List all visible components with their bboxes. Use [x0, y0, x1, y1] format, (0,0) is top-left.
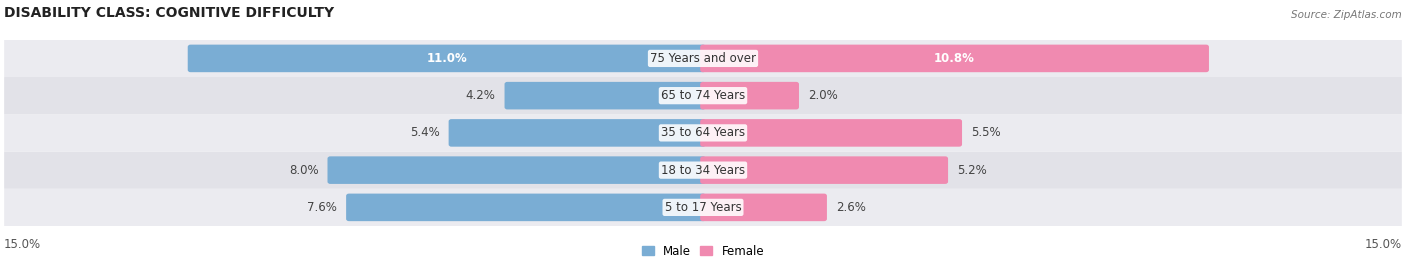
FancyBboxPatch shape — [700, 45, 1209, 72]
FancyBboxPatch shape — [700, 194, 827, 221]
Text: DISABILITY CLASS: COGNITIVE DIFFICULTY: DISABILITY CLASS: COGNITIVE DIFFICULTY — [4, 6, 335, 21]
FancyBboxPatch shape — [4, 114, 1402, 151]
FancyBboxPatch shape — [700, 156, 948, 184]
Text: 18 to 34 Years: 18 to 34 Years — [661, 164, 745, 177]
Text: 2.0%: 2.0% — [808, 89, 838, 102]
FancyBboxPatch shape — [346, 194, 706, 221]
FancyBboxPatch shape — [4, 189, 1402, 226]
Text: 15.0%: 15.0% — [4, 238, 41, 251]
Text: 7.6%: 7.6% — [308, 201, 337, 214]
FancyBboxPatch shape — [4, 151, 1402, 189]
Text: 35 to 64 Years: 35 to 64 Years — [661, 126, 745, 139]
Text: 65 to 74 Years: 65 to 74 Years — [661, 89, 745, 102]
FancyBboxPatch shape — [4, 40, 1402, 77]
FancyBboxPatch shape — [4, 77, 1402, 114]
Text: 10.8%: 10.8% — [934, 52, 974, 65]
Text: Source: ZipAtlas.com: Source: ZipAtlas.com — [1291, 11, 1402, 21]
Text: 2.6%: 2.6% — [835, 201, 866, 214]
FancyBboxPatch shape — [449, 119, 706, 147]
FancyBboxPatch shape — [700, 119, 962, 147]
Text: 5.5%: 5.5% — [972, 126, 1001, 139]
Legend: Male, Female: Male, Female — [638, 241, 768, 261]
Text: 5.4%: 5.4% — [411, 126, 440, 139]
Text: 5 to 17 Years: 5 to 17 Years — [665, 201, 741, 214]
Text: 4.2%: 4.2% — [465, 89, 496, 102]
Text: 11.0%: 11.0% — [426, 52, 467, 65]
Text: 8.0%: 8.0% — [290, 164, 319, 177]
Text: 15.0%: 15.0% — [1365, 238, 1402, 251]
FancyBboxPatch shape — [328, 156, 706, 184]
FancyBboxPatch shape — [700, 82, 799, 109]
Text: 75 Years and over: 75 Years and over — [650, 52, 756, 65]
FancyBboxPatch shape — [188, 45, 706, 72]
Text: 5.2%: 5.2% — [957, 164, 987, 177]
FancyBboxPatch shape — [505, 82, 706, 109]
